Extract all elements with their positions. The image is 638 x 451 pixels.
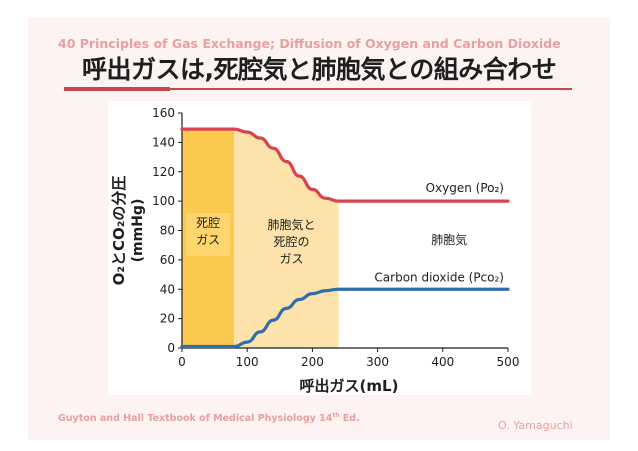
x-tick-label: 300 bbox=[366, 355, 389, 369]
x-tick-label: 400 bbox=[431, 355, 454, 369]
x-tick-label: 500 bbox=[497, 355, 520, 369]
y-tick-label: 80 bbox=[160, 224, 175, 238]
y-tick-label: 40 bbox=[160, 282, 175, 296]
citation: Guyton and Hall Textbook of Medical Phys… bbox=[58, 412, 360, 424]
title-underline-accent bbox=[64, 87, 170, 91]
citation-text: Guyton and Hall Textbook of Medical Phys… bbox=[58, 413, 333, 425]
co2-series-label: Carbon dioxide (Pco₂) bbox=[374, 270, 504, 284]
x-tick-label: 200 bbox=[301, 355, 324, 369]
region-label-0-line-0: 死腔 bbox=[196, 215, 220, 230]
y-tick-label: 120 bbox=[152, 165, 175, 179]
citation-sup: th bbox=[332, 412, 340, 419]
oxygen-line bbox=[180, 127, 510, 203]
oxygen-series-label: Oxygen (Po₂) bbox=[426, 181, 504, 195]
y-tick-label: 100 bbox=[152, 194, 175, 208]
dead-space-label-box bbox=[186, 213, 231, 256]
x-tick-label: 100 bbox=[236, 355, 259, 369]
region-label-1-line-0: 肺胞気と bbox=[268, 217, 316, 232]
x-tick-label: 0 bbox=[178, 355, 186, 369]
author-credit: O. Yamaguchi bbox=[498, 419, 573, 432]
chart-panel: 死腔 ガス 肺胞気と 死腔の ガス 肺胞気 0 100 200 300 400 500 0 20 40 60 8… bbox=[108, 101, 531, 395]
y-axis-unit: (mmHg) bbox=[130, 199, 146, 263]
y-tick-label: 160 bbox=[152, 106, 175, 120]
region-label-1-line-2: ガス bbox=[280, 252, 304, 266]
y-axis-title: O₂とCO₂の分圧 bbox=[110, 176, 128, 286]
region-label-0-line-1: ガス bbox=[196, 233, 220, 247]
y-tick-label: 20 bbox=[160, 312, 175, 326]
x-axis-title: 呼出ガス(mL) bbox=[300, 377, 399, 395]
y-tick-label: 140 bbox=[152, 135, 175, 149]
slide-title: 呼出ガスは,死腔気と肺胞気との組み合わせ bbox=[82, 55, 557, 84]
course-header: 40 Principles of Gas Exchange; Diffusion… bbox=[58, 36, 561, 51]
citation-end: Ed. bbox=[339, 413, 360, 425]
region-label-2-line-0: 肺胞気 bbox=[431, 232, 467, 247]
region-label-1-line-1: 死腔の bbox=[274, 234, 310, 249]
co2-line bbox=[180, 287, 510, 349]
y-tick-label: 60 bbox=[160, 253, 175, 267]
title-underline bbox=[64, 88, 572, 90]
y-tick-label: 0 bbox=[167, 341, 175, 355]
